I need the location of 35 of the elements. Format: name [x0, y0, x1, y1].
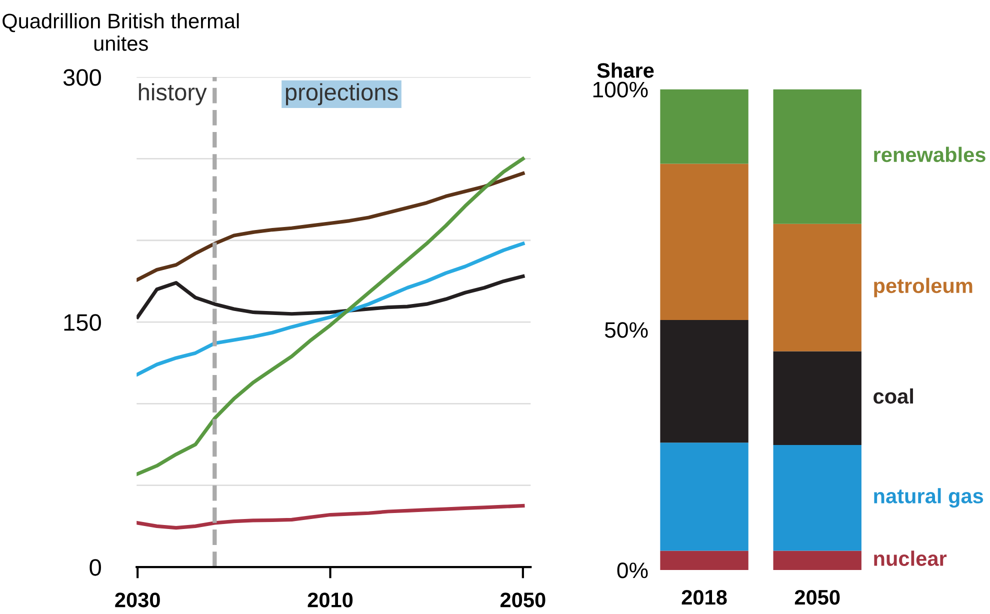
- series-label: petroleum: [874, 278, 972, 298]
- series-label: nuclear: [874, 550, 947, 566]
- x-tick-label: 2050: [794, 590, 840, 605]
- series-label: natural gas: [874, 488, 984, 508]
- y-tick-label: 0: [90, 559, 101, 576]
- y-tick-label: 300: [63, 69, 101, 86]
- line-series: [136, 172, 525, 282]
- bar: [773, 351, 862, 445]
- y-tick-label: 50%: [604, 322, 648, 338]
- line-series: [136, 504, 525, 530]
- bar: [660, 164, 748, 320]
- x-tick-label: 2050: [500, 592, 546, 608]
- annotation: projections: [286, 83, 398, 106]
- y-axis-title: Quadrillion British thermal unites: [2, 13, 239, 51]
- bar: [660, 550, 748, 570]
- y-tick-label: 0%: [617, 562, 648, 578]
- annotation: history: [138, 83, 207, 106]
- bar: [660, 89, 748, 164]
- bar: [773, 224, 862, 352]
- x-tick-label: 2010: [308, 592, 353, 608]
- y-tick-label: 100%: [593, 82, 648, 98]
- bar: [660, 442, 748, 551]
- y-tick-label: 150: [64, 314, 101, 331]
- line-series: [136, 242, 525, 376]
- y-axis-title: Share: [597, 62, 654, 78]
- series-label: coal: [874, 388, 913, 404]
- bar: [773, 89, 862, 224]
- x-tick-label: 2030: [115, 592, 160, 608]
- bar: [773, 550, 862, 570]
- bar: [660, 320, 748, 443]
- line-series: [136, 156, 525, 476]
- bar: [773, 444, 862, 551]
- x-tick-label: 2018: [682, 590, 727, 605]
- line-series: [136, 274, 525, 319]
- series-label: renewables: [874, 146, 986, 162]
